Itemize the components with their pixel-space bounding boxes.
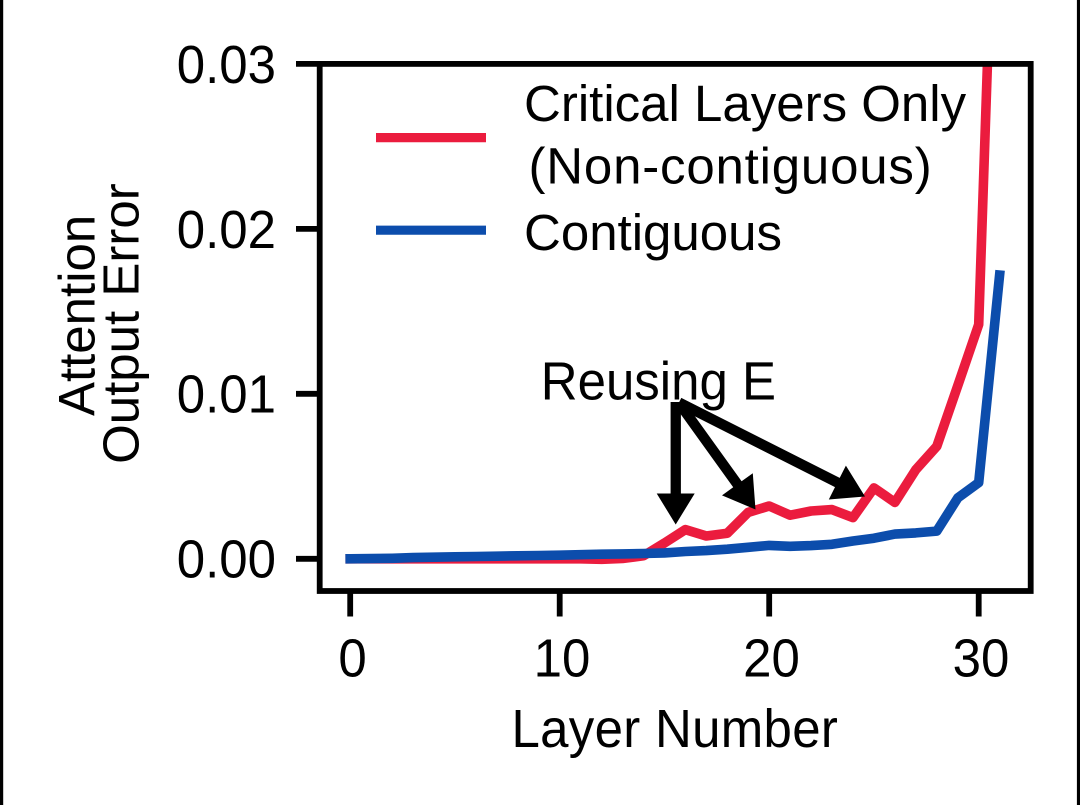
svg-text:0.00: 0.00 xyxy=(177,531,276,590)
svg-text:0.03: 0.03 xyxy=(177,36,276,95)
svg-text:0.01: 0.01 xyxy=(177,366,276,425)
svg-text:Layer Number: Layer Number xyxy=(511,700,838,759)
svg-text:0.02: 0.02 xyxy=(177,201,276,260)
svg-text:Attention: Attention xyxy=(49,215,106,416)
svg-text:Reusing E: Reusing E xyxy=(541,352,776,411)
svg-text:0: 0 xyxy=(338,630,366,689)
svg-text:30: 30 xyxy=(953,630,1010,689)
svg-text:Contiguous: Contiguous xyxy=(524,204,782,261)
svg-text:Output Error: Output Error xyxy=(92,183,149,464)
svg-text:20: 20 xyxy=(743,630,800,689)
svg-text:Critical Layers Only: Critical Layers Only xyxy=(524,75,967,132)
svg-text:(Non-contiguous): (Non-contiguous) xyxy=(529,138,933,195)
svg-text:10: 10 xyxy=(534,630,591,689)
